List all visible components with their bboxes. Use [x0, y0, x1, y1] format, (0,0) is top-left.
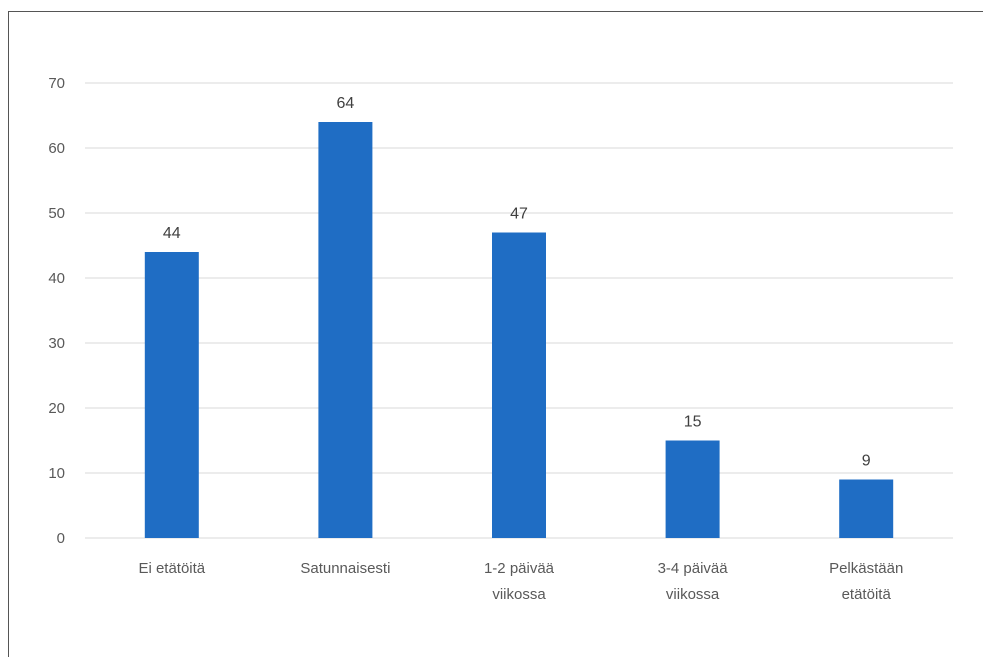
bar-1 [318, 122, 373, 538]
y-tick-label: 30 [48, 335, 65, 352]
data-label-4: 9 [862, 453, 871, 470]
bar-4 [839, 479, 894, 538]
chart-frame [8, 11, 983, 657]
bar-0 [144, 252, 199, 538]
x-axis-categories: Ei etätöitä Satunnaisesti 1-2 päivää viikos… [138, 560, 903, 603]
data-label-3: 15 [684, 414, 702, 431]
bar-3 [665, 440, 720, 538]
y-tick-label: 40 [48, 270, 65, 287]
x-category-label: Pelkästään [829, 560, 903, 577]
y-axis-ticks: 0 10 20 30 40 50 60 70 [48, 75, 65, 547]
y-tick-label: 60 [48, 140, 65, 157]
y-tick-label: 20 [48, 400, 65, 417]
x-category-label: 1-2 päivää [484, 560, 555, 577]
y-tick-label: 70 [48, 75, 65, 92]
x-category-label: Satunnaisesti [300, 560, 390, 577]
x-category-label: viikossa [666, 586, 720, 603]
bar-2 [492, 232, 546, 538]
x-category-label: 3-4 päivää [658, 560, 729, 577]
y-tick-label: 10 [48, 465, 65, 482]
data-labels: 44 64 47 15 9 [163, 95, 871, 470]
x-category-label: Ei etätöitä [138, 560, 205, 577]
x-category-label: etätöitä [842, 586, 892, 603]
y-tick-label: 50 [48, 205, 65, 222]
x-category-label: viikossa [492, 586, 546, 603]
data-label-2: 47 [510, 206, 528, 223]
data-label-0: 44 [163, 225, 181, 242]
data-label-1: 64 [337, 95, 355, 112]
bars [144, 122, 894, 538]
y-tick-label: 0 [57, 530, 65, 547]
